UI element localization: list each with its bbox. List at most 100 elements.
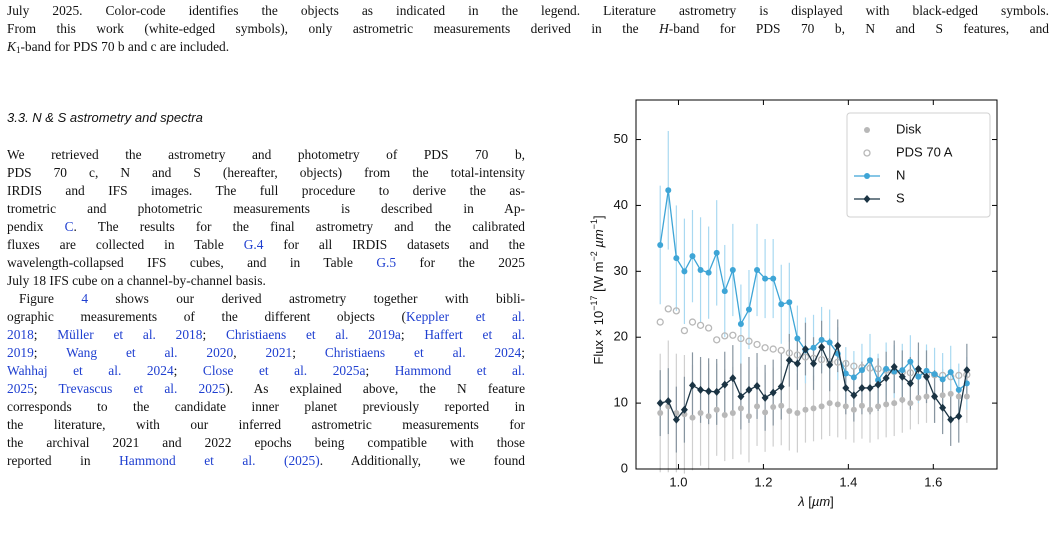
link[interactable]: Close et al. 2025a — [202, 363, 366, 378]
data-point — [834, 401, 841, 408]
data-point — [657, 409, 664, 416]
data-point — [817, 355, 826, 364]
text: [ — [805, 494, 813, 509]
link[interactable]: 4 — [81, 291, 89, 306]
data-point — [754, 267, 761, 274]
data-point — [874, 380, 882, 389]
data-point — [842, 403, 849, 410]
link[interactable]: Christiaens et al. 2024 — [324, 345, 522, 360]
data-point — [705, 269, 712, 276]
data-point — [745, 337, 753, 345]
data-point — [931, 392, 939, 401]
data-point — [802, 406, 809, 413]
text: −17 — [589, 295, 599, 310]
data-point — [664, 397, 672, 406]
text-line: IRDIS and IFS images. The full procedure… — [7, 182, 525, 200]
text-line: Wahhaj et al. 2024; Close et al. 2025a; … — [7, 362, 525, 380]
text: ; — [292, 345, 325, 360]
data-point — [745, 385, 753, 394]
link[interactable]: G.5 — [376, 255, 397, 270]
section-heading: 3.3. N & S astrometry and spectra — [7, 110, 203, 125]
data-point — [842, 359, 850, 368]
data-point — [915, 394, 922, 401]
data-point — [688, 381, 696, 390]
data-point — [778, 402, 785, 409]
text: ] — [830, 494, 834, 509]
link[interactable]: Keppler et al. — [405, 309, 526, 324]
data-point — [704, 324, 713, 332]
data-point — [689, 253, 696, 260]
data-point — [729, 409, 736, 416]
link[interactable]: Trevascus et al. 2025 — [58, 381, 226, 396]
data-point — [850, 391, 858, 400]
link[interactable]: 2025 — [7, 381, 34, 396]
data-point — [729, 267, 736, 274]
data-point — [898, 372, 906, 381]
data-point — [906, 369, 915, 377]
link[interactable]: G.4 — [243, 237, 264, 252]
data-point — [939, 403, 947, 412]
link[interactable]: 2018 — [7, 327, 34, 342]
data-point — [906, 379, 914, 388]
data-point — [858, 367, 865, 374]
y-tick-label: 0 — [621, 460, 628, 475]
data-point — [867, 406, 874, 413]
text-line: pendix C. The results for the final astr… — [7, 218, 525, 236]
data-point — [875, 377, 882, 384]
axes-frame — [635, 99, 998, 470]
data-point — [907, 400, 914, 407]
caption-line: From this work (white-edged symbols), on… — [7, 20, 1049, 38]
link[interactable]: Hammond et al. — [394, 363, 525, 378]
data-point — [737, 321, 744, 328]
text: the literature, with our inferred astrom… — [7, 417, 525, 432]
data-point — [681, 411, 688, 418]
data-point — [713, 336, 721, 344]
data-point — [753, 340, 761, 349]
data-point — [899, 396, 906, 403]
text: Flux × 10 — [591, 311, 606, 365]
data-point — [818, 403, 825, 410]
data-point — [777, 346, 785, 355]
data-point — [955, 393, 962, 400]
data-point — [899, 367, 906, 374]
data-point — [721, 288, 728, 295]
data-point — [737, 392, 745, 401]
data-point — [737, 405, 744, 412]
data-point — [785, 356, 793, 365]
data-point — [850, 374, 857, 381]
data-point — [777, 382, 785, 391]
text-line: ographic measurements of the different o… — [7, 308, 525, 326]
data-point — [713, 249, 720, 256]
link[interactable]: 2019 — [7, 345, 34, 360]
text: ; — [202, 327, 226, 342]
text-line: the literature, with our inferred astrom… — [7, 416, 525, 434]
data-point — [922, 372, 930, 381]
data-point — [696, 321, 705, 330]
text-line: Figure 4 shows our derived astrometry to… — [19, 290, 525, 308]
text: fluxes are collected in Table — [7, 237, 244, 252]
link[interactable]: C — [64, 219, 74, 234]
text: [W m — [591, 262, 606, 296]
data-point — [705, 387, 713, 396]
link[interactable]: 2021 — [265, 345, 293, 360]
legend-label: S — [896, 190, 905, 205]
data-point — [914, 364, 922, 373]
link[interactable]: Haffert et al. — [424, 327, 525, 342]
y-tick-label: 50 — [614, 131, 628, 146]
link[interactable]: Wang et al. 2020 — [66, 345, 234, 360]
data-point — [883, 365, 890, 372]
link[interactable]: Hammond et al. (2025) — [119, 453, 320, 468]
data-point — [673, 255, 680, 262]
text: PDS 70 c, N and S (hereafter, objects) f… — [7, 165, 525, 180]
link[interactable]: Wahhaj et al. 2024 — [7, 363, 174, 378]
y-tick-label: 30 — [614, 263, 628, 278]
text-line: the archival 2021 and 2022 epochs being … — [7, 434, 525, 452]
plot-area — [656, 130, 971, 474]
data-point — [745, 413, 752, 420]
data-point — [656, 399, 664, 408]
data-point — [810, 359, 818, 368]
text: for all IRDIS datasets and the — [263, 237, 525, 252]
link[interactable]: Müller et al. 2018 — [57, 327, 203, 342]
data-point — [801, 345, 809, 354]
link[interactable]: Christiaens et al. 2019a — [225, 327, 401, 342]
